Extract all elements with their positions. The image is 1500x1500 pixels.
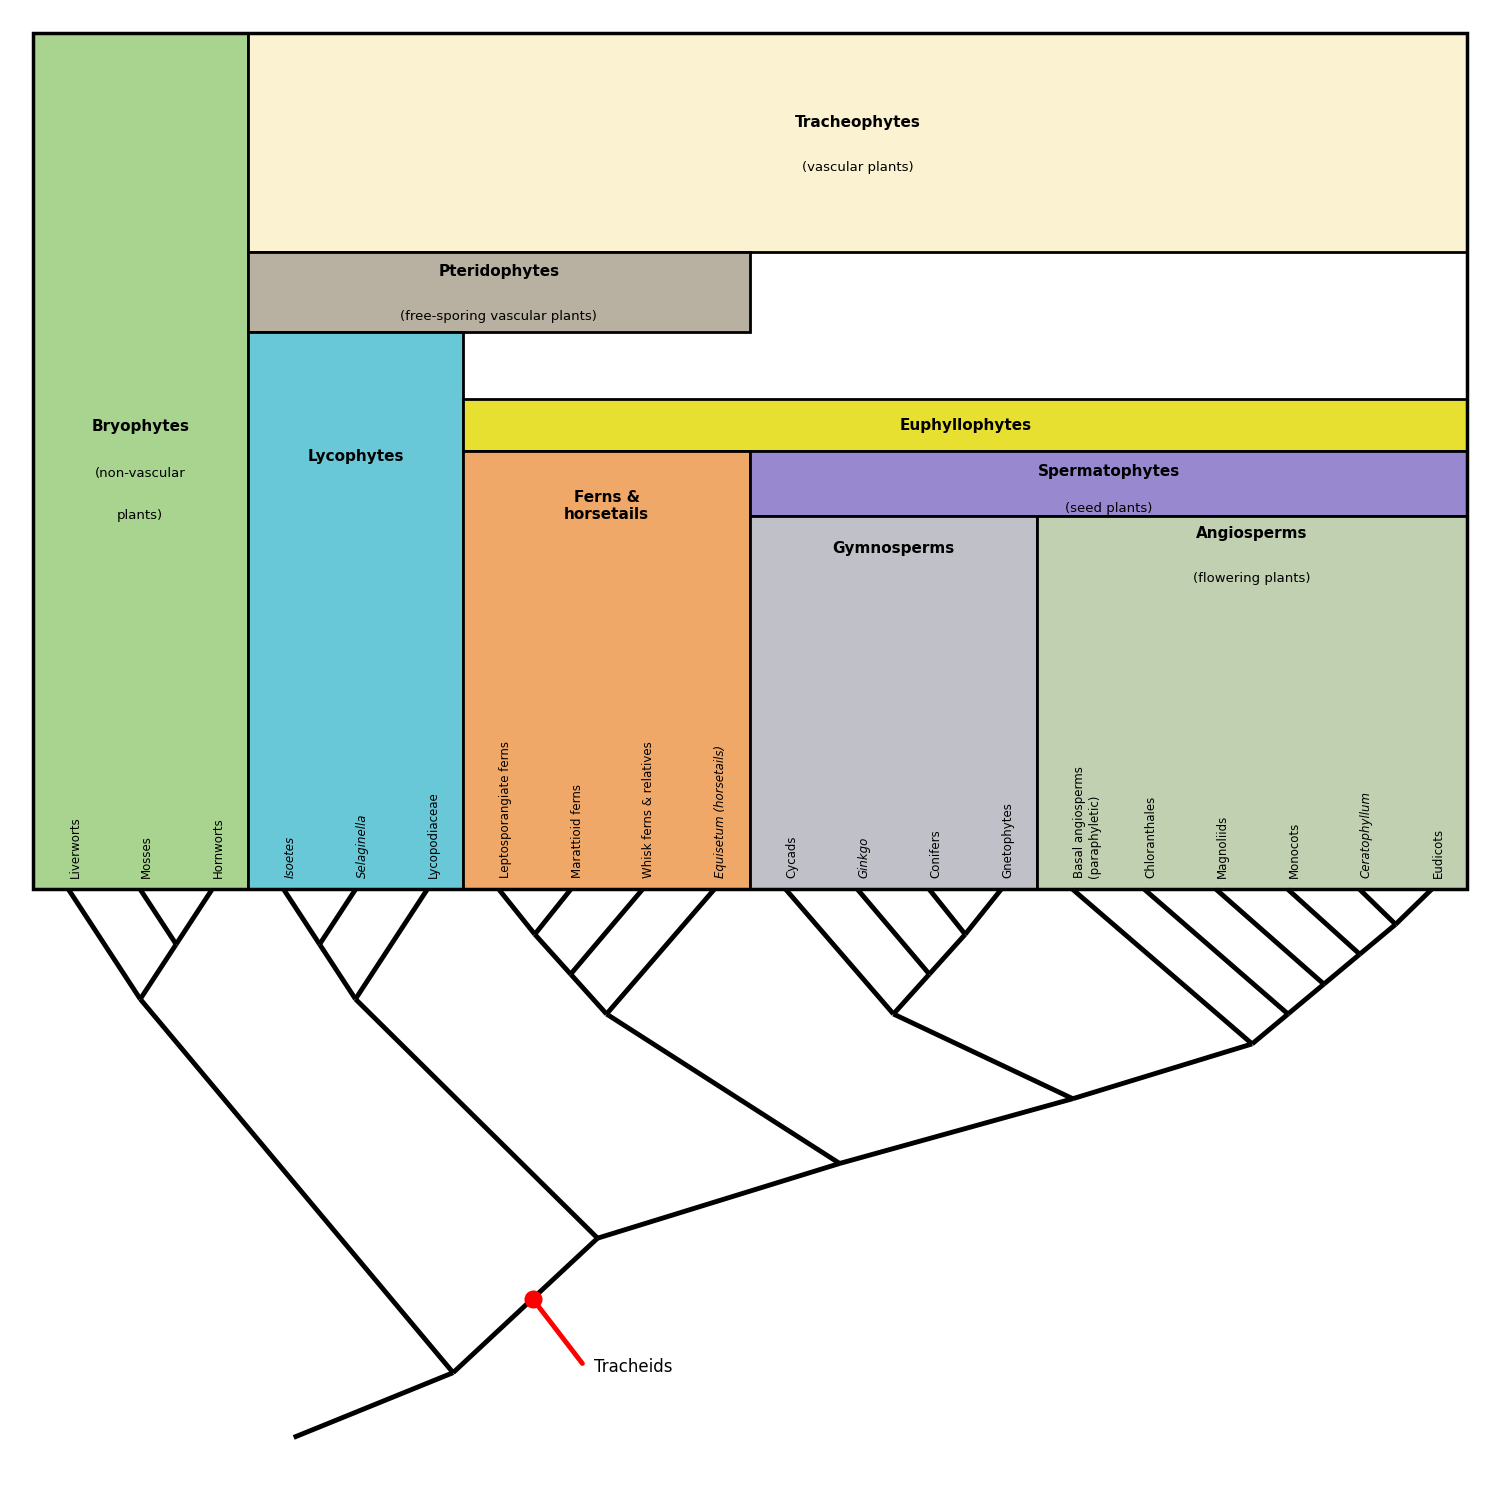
Text: (free-sporing vascular plants): (free-sporing vascular plants) <box>400 310 597 322</box>
Text: Ferns &
horsetails: Ferns & horsetails <box>564 489 650 522</box>
Text: Chloranthales: Chloranthales <box>1144 795 1158 877</box>
Text: Liverworts: Liverworts <box>69 816 81 878</box>
Text: Gymnosperms: Gymnosperms <box>833 542 954 556</box>
Text: Ginkgo: Ginkgo <box>858 836 870 878</box>
Text: Tracheophytes: Tracheophytes <box>795 116 921 130</box>
Bar <box>750 516 1036 890</box>
Text: Gnetophytes: Gnetophytes <box>1000 801 1014 877</box>
Text: Leptosporangiate ferns: Leptosporangiate ferns <box>500 741 512 878</box>
Text: Magnoliids: Magnoliids <box>1216 815 1230 878</box>
Text: Bryophytes: Bryophytes <box>92 419 189 434</box>
Text: Cycads: Cycads <box>786 836 800 878</box>
Text: Spermatophytes: Spermatophytes <box>1038 464 1180 478</box>
Text: Monocots: Monocots <box>1288 822 1300 878</box>
Text: Lycopodiaceae: Lycopodiaceae <box>427 790 439 877</box>
Bar <box>33 33 1467 889</box>
Text: Hornworts: Hornworts <box>211 818 225 878</box>
Text: (seed plants): (seed plants) <box>1065 503 1152 515</box>
Bar <box>464 399 1467 451</box>
Text: Isoetes: Isoetes <box>284 836 297 878</box>
Bar <box>1036 516 1467 890</box>
Text: Whisk ferns & relatives: Whisk ferns & relatives <box>642 741 656 878</box>
Bar <box>750 452 1467 516</box>
Text: Tracheids: Tracheids <box>594 1359 674 1377</box>
Bar <box>464 452 750 890</box>
Bar <box>33 33 248 889</box>
Text: Mosses: Mosses <box>141 834 153 878</box>
Text: Lycophytes: Lycophytes <box>308 448 404 464</box>
Text: Angiosperms: Angiosperms <box>1197 526 1308 542</box>
Bar <box>248 33 1467 252</box>
Text: (non-vascular: (non-vascular <box>94 466 186 480</box>
Text: Selaginella: Selaginella <box>356 813 369 877</box>
Bar <box>248 332 464 890</box>
Text: Ceratophyllum: Ceratophyllum <box>1359 790 1372 877</box>
Text: Marattioid ferns: Marattioid ferns <box>570 783 584 877</box>
Text: Equisetum (horsetails): Equisetum (horsetails) <box>714 744 728 878</box>
Text: Eudicots: Eudicots <box>1431 828 1444 878</box>
Bar <box>248 252 750 332</box>
Text: Pteridophytes: Pteridophytes <box>438 264 560 279</box>
Text: Conifers: Conifers <box>930 830 942 878</box>
Text: (flowering plants): (flowering plants) <box>1194 572 1311 585</box>
Text: (vascular plants): (vascular plants) <box>802 160 913 174</box>
Text: plants): plants) <box>117 510 164 522</box>
Text: Euphyllophytes: Euphyllophytes <box>898 417 1032 432</box>
Text: Basal angiosperms
(paraphyletic): Basal angiosperms (paraphyletic) <box>1072 765 1101 877</box>
